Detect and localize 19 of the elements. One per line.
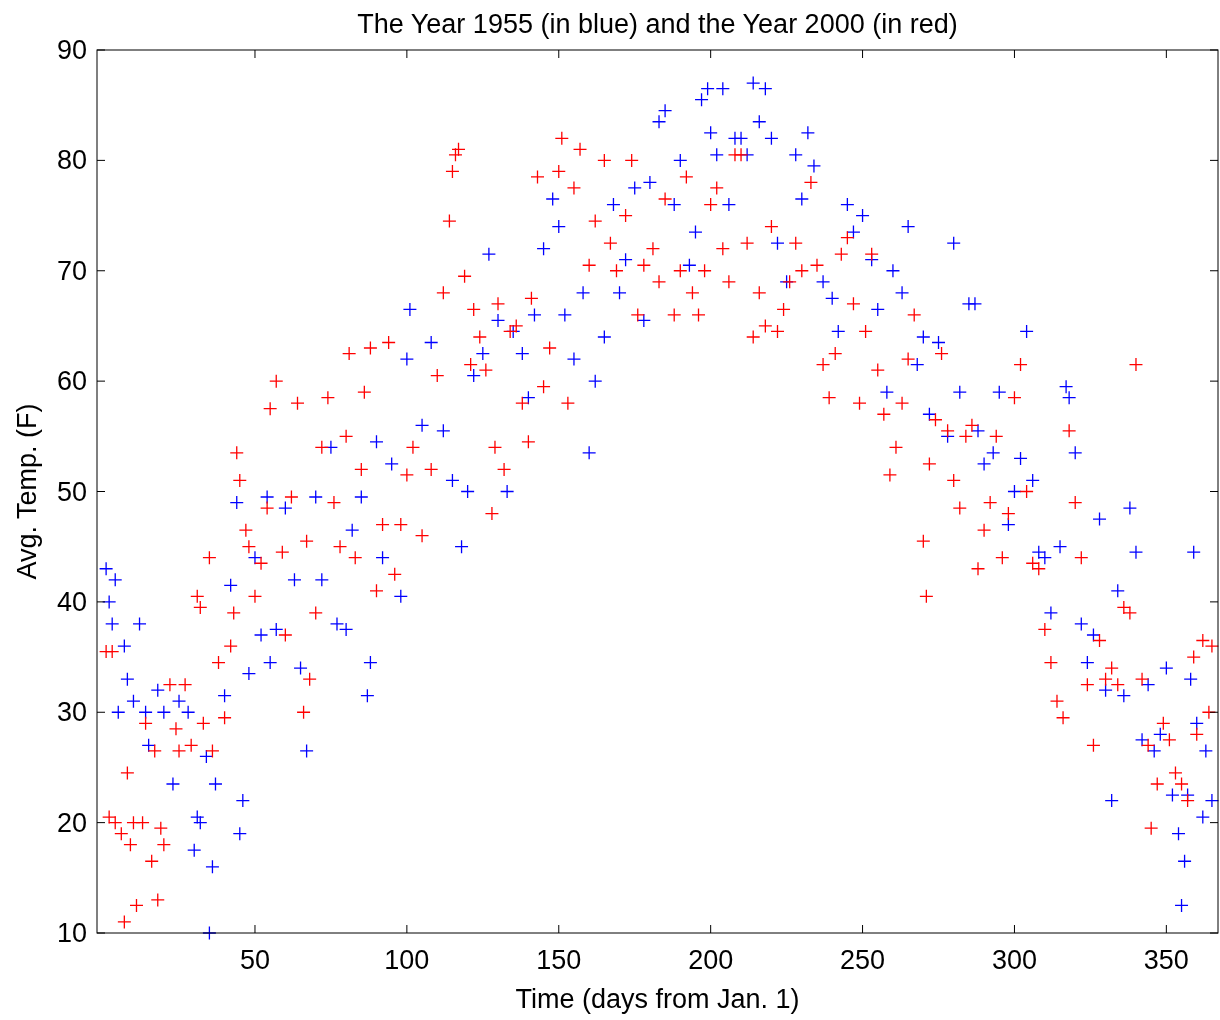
x-tick-label: 300 bbox=[991, 945, 1037, 975]
x-axis-title: Time (days from Jan. 1) bbox=[515, 984, 800, 1014]
y-tick-label: 60 bbox=[56, 366, 87, 397]
y-tick-label: 10 bbox=[56, 918, 87, 948]
y-axis-title: Avg. Temp. (F) bbox=[12, 403, 42, 580]
y-tick-label: 20 bbox=[56, 807, 87, 838]
x-tick-label: 250 bbox=[840, 945, 886, 975]
chart-title: The Year 1955 (in blue) and the Year 2000 (in red) bbox=[357, 9, 958, 39]
x-tick-label: 150 bbox=[536, 945, 582, 975]
y-tick-label: 40 bbox=[56, 586, 87, 617]
y-tick-label: 80 bbox=[56, 145, 87, 176]
y-tick-label: 30 bbox=[56, 697, 87, 728]
x-tick-label: 100 bbox=[384, 945, 430, 975]
x-tick-label: 200 bbox=[688, 945, 734, 975]
x-tick-label: 350 bbox=[1143, 945, 1189, 975]
x-tick-label: 50 bbox=[239, 945, 270, 975]
y-tick-label: 90 bbox=[56, 35, 87, 65]
y-tick-label: 50 bbox=[56, 476, 87, 507]
y-tick-label: 70 bbox=[56, 255, 87, 286]
